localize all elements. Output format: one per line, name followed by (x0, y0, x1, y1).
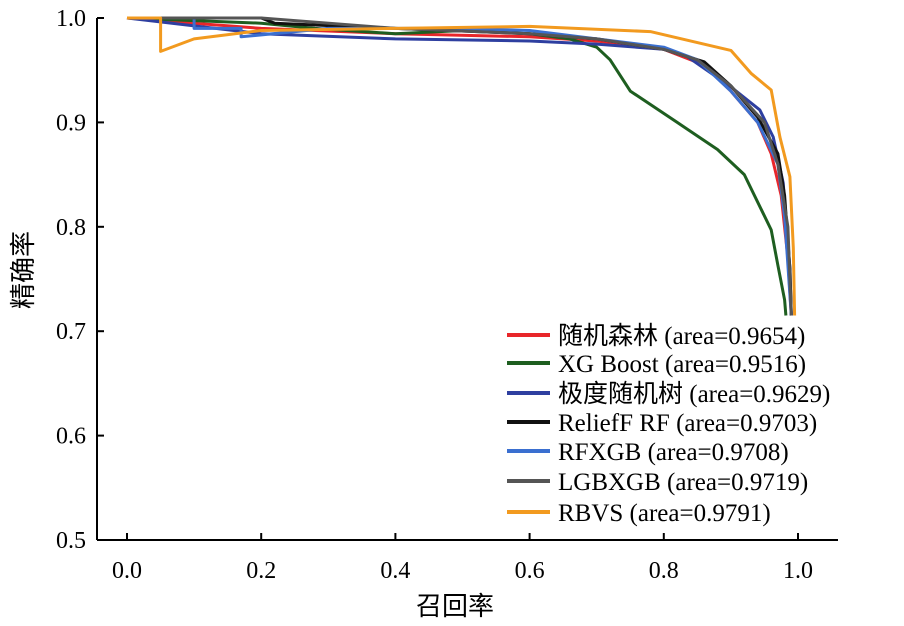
y-tick-label: 0.9 (56, 110, 86, 136)
series-line-1 (126, 16, 788, 316)
legend: 随机森林 (area=0.9654)XG Boost (area=0.9516)… (507, 322, 830, 527)
x-axis-label: 召回率 (416, 592, 494, 621)
axes: 0.0 0.2 0.4 0.6 0.8 1.0 0.5 0.6 0.7 0.8 0.9 1.0 (56, 6, 838, 584)
legend-label: RBVS (area=0.9791) (558, 500, 771, 527)
series-line-5 (127, 16, 793, 316)
y-tick-label: 0.8 (56, 215, 86, 241)
y-tick-label: 0.5 (56, 528, 86, 554)
x-tick-label: 0.0 (112, 558, 142, 584)
y-tick-label: 0.6 (56, 424, 86, 450)
legend-label: RFXGB (area=0.9708) (558, 439, 789, 466)
series-line-6 (127, 16, 797, 316)
legend-label: XG Boost (area=0.9516) (558, 351, 806, 378)
x-tick-label: 0.6 (515, 558, 545, 584)
y-axis-label: 精确率 (9, 231, 38, 309)
legend-label: 极度随机树 (area=0.9629) (558, 380, 830, 408)
legend-label: ReliefF RF (area=0.9703) (558, 410, 817, 437)
y-tick-label: 0.7 (56, 319, 86, 345)
x-tick-label: 0.8 (649, 558, 679, 584)
x-tick-label: 0.2 (246, 558, 276, 584)
y-tick-label: 1.0 (56, 6, 86, 32)
legend-label: 随机森林 (area=0.9654) (558, 322, 805, 350)
series-line-0 (126, 16, 793, 316)
series-line-4 (127, 16, 793, 316)
legend-label: LGBXGB (area=0.9719) (558, 469, 808, 496)
x-tick-label: 0.4 (380, 558, 410, 584)
x-tick-label: 1.0 (783, 558, 813, 584)
series-line-3 (127, 16, 793, 316)
series-line-2 (126, 16, 793, 316)
series-lines (126, 16, 797, 316)
